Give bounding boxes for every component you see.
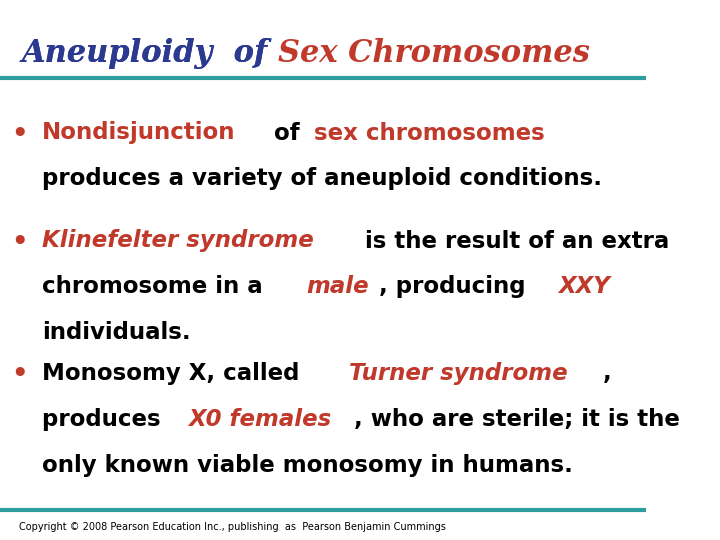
Text: Monosomy X, called: Monosomy X, called [42,362,307,385]
Text: sex chromosomes: sex chromosomes [314,122,545,145]
Text: only known viable monosomy in humans.: only known viable monosomy in humans. [42,454,573,477]
Text: Turner syndrome: Turner syndrome [349,362,568,385]
Text: •: • [11,122,27,147]
Text: Aneuploidy  of: Aneuploidy of [22,38,279,69]
Text: Klinefelter syndrome: Klinefelter syndrome [42,230,314,253]
Text: •: • [11,362,27,388]
Text: , producing: , producing [379,275,534,299]
Text: •: • [11,230,27,255]
Text: ,: , [603,362,611,385]
Text: Nondisjunction: Nondisjunction [42,122,235,145]
Text: of: of [266,122,307,145]
Text: X0 females: X0 females [189,408,332,431]
Text: Sex Chromosomes: Sex Chromosomes [279,38,590,69]
Text: produces: produces [42,408,168,431]
Text: XXY: XXY [558,275,610,299]
Text: is the result of an extra: is the result of an extra [356,230,669,253]
Text: Aneuploidy  of: Aneuploidy of [22,38,279,69]
Text: individuals.: individuals. [42,321,191,345]
Text: produces a variety of aneuploid conditions.: produces a variety of aneuploid conditio… [42,167,602,191]
Text: Copyright © 2008 Pearson Education Inc., publishing  as  Pearson Benjamin Cummin: Copyright © 2008 Pearson Education Inc.,… [19,522,446,531]
Text: male: male [307,275,369,299]
Text: , who are sterile; it is the: , who are sterile; it is the [354,408,680,431]
Text: chromosome in a: chromosome in a [42,275,271,299]
